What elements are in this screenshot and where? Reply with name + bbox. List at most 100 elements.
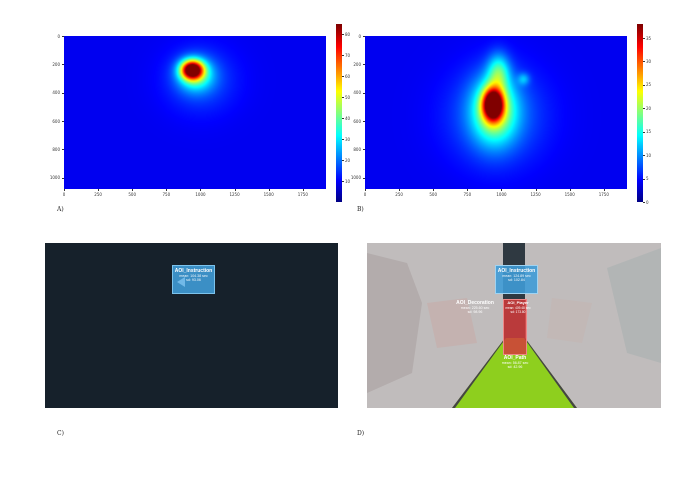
colorbar-tick-mark (342, 55, 344, 56)
arrow-left-icon (177, 277, 185, 287)
colorbar-tick-mark (643, 178, 645, 180)
x-tick-mark (365, 189, 366, 191)
colorbar-tick-mark (342, 97, 344, 98)
y-tick-mark (363, 64, 365, 65)
aoi-d-path-mean: mean: 56.87 sec (501, 361, 529, 365)
panel-label-a: A) (57, 206, 64, 213)
colorbar-b (637, 24, 643, 202)
x-tick-label: 500 (429, 192, 438, 197)
x-tick-mark (132, 189, 133, 191)
y-tick-label: 400 (52, 90, 60, 96)
y-tick-mark (363, 36, 365, 37)
y-tick-label: 0 (57, 33, 60, 39)
aoi-d-instruction-sd: sd: 102.84 (508, 278, 525, 283)
x-tick-mark (501, 189, 502, 191)
x-tick-label: 0 (62, 192, 66, 197)
x-tick-mark (535, 189, 537, 191)
colorbar-tick-mark (342, 76, 344, 77)
aoi-d-player-mean: mean: 409.48 sec (505, 306, 531, 310)
y-tick-mark (363, 121, 365, 122)
colorbar-tick-label: 35 (646, 35, 652, 41)
colorbar-tick-label: 5 (646, 176, 649, 182)
aoi-instruction-box-d: AOI_Instruction mean: 124.89 sec sd: 102… (495, 265, 538, 294)
colorbar-tick-mark (342, 181, 344, 182)
colorbar-tick-label: 25 (646, 82, 652, 88)
aoi-path-label: AOI_Path mean: 56.87 sec sd: 42.96 (495, 355, 535, 370)
x-tick-mark (234, 189, 236, 191)
colorbar-tick-label: 50 (345, 94, 351, 100)
y-tick-mark (363, 149, 365, 150)
panel-c: AOI_Instruction mean: 104.38 sec sd: 93.… (45, 243, 338, 408)
heatmap-b-canvas (365, 36, 627, 189)
x-tick-mark (569, 189, 571, 191)
x-tick-label: 250 (395, 192, 403, 197)
x-tick-label: 750 (463, 192, 472, 197)
x-tick-mark (603, 189, 605, 191)
x-tick-label: 0 (363, 192, 367, 197)
aoi-d-instruction-mean: mean: 124.89 sec (502, 274, 531, 278)
y-tick-mark (62, 64, 64, 65)
x-tick-label: 1500 (263, 192, 274, 197)
x-tick-label: 750 (162, 192, 171, 197)
colorbar-tick-label: 20 (345, 157, 351, 163)
colorbar-tick-mark (643, 202, 645, 203)
y-tick-label: 400 (353, 90, 361, 96)
aoi-instruction-box: AOI_Instruction mean: 104.38 sec sd: 93.… (172, 265, 215, 294)
colorbar-tick-label: 70 (345, 52, 351, 58)
colorbar-tick-mark (342, 139, 344, 140)
x-tick-label: 250 (94, 192, 102, 197)
colorbar-tick-label: 0 (646, 199, 649, 205)
aoi-player-box (503, 299, 527, 355)
colorbar-tick-mark (643, 84, 645, 86)
x-tick-mark (268, 189, 270, 191)
x-tick-label: 500 (128, 192, 137, 197)
y-tick-mark (363, 177, 365, 179)
y-tick-mark (62, 36, 64, 37)
aoi-player-label: AOI_Player mean: 409.48 sec sd: 173.80 (498, 300, 538, 315)
panel-label-b: B) (357, 206, 364, 213)
panel-label-d: D) (357, 430, 365, 437)
aoi-d-decoration-name: AOI_Decoration (456, 300, 494, 306)
panel-d: AOI_Instruction mean: 124.89 sec sd: 102… (367, 243, 661, 408)
heatmap-b (365, 36, 627, 189)
y-tick-label: 200 (353, 61, 361, 67)
aoi-d-decoration-mean: mean: 225.60 sec (460, 306, 490, 310)
y-tick-label: 600 (52, 118, 60, 124)
y-tick-label: 600 (353, 118, 361, 124)
colorbar-tick-mark (643, 155, 645, 156)
y-tick-mark (62, 149, 64, 150)
aoi-decoration-label: AOI_Decoration mean: 225.60 sec sd: 98.9… (450, 300, 500, 315)
colorbar-tick-mark (643, 61, 645, 62)
aoi-d-player-sd: sd: 173.80 (510, 310, 526, 315)
x-tick-mark (166, 189, 167, 191)
colorbar-tick-label: 60 (345, 73, 351, 79)
colorbar-a (336, 24, 342, 202)
colorbar-tick-label: 30 (345, 136, 351, 142)
x-tick-label: 1750 (598, 192, 609, 197)
aoi-d-decoration-sd: sd: 98.96 (467, 310, 483, 315)
colorbar-tick-mark (342, 118, 344, 119)
y-tick-label: 800 (52, 146, 60, 152)
aoi-instruction-sd: sd: 93.06 (186, 278, 201, 283)
colorbar-tick-mark (643, 38, 645, 39)
y-tick-mark (363, 92, 365, 94)
x-tick-label: 1250 (229, 192, 240, 197)
x-tick-mark (64, 189, 65, 191)
colorbar-tick-mark (342, 160, 344, 161)
colorbar-tick-label: 40 (345, 115, 351, 121)
x-tick-mark (200, 189, 201, 191)
colorbar-tick-label: 80 (345, 31, 351, 37)
y-tick-mark (62, 177, 64, 179)
aoi-d-path-sd: sd: 42.96 (507, 365, 523, 370)
colorbar-tick-label: 15 (646, 129, 652, 135)
colorbar-tick-mark (643, 108, 645, 109)
x-tick-label: 1500 (564, 192, 575, 197)
aoi-instruction-name: AOI_Instruction (174, 268, 213, 274)
x-tick-label: 1750 (297, 192, 308, 197)
y-tick-mark (62, 121, 64, 122)
x-tick-label: 1000 (195, 192, 206, 197)
x-tick-mark (467, 189, 468, 191)
heatmap-a (64, 36, 326, 189)
aoi-d-instruction-name: AOI_Instruction (497, 268, 536, 274)
colorbar-tick-label: 10 (646, 152, 652, 158)
